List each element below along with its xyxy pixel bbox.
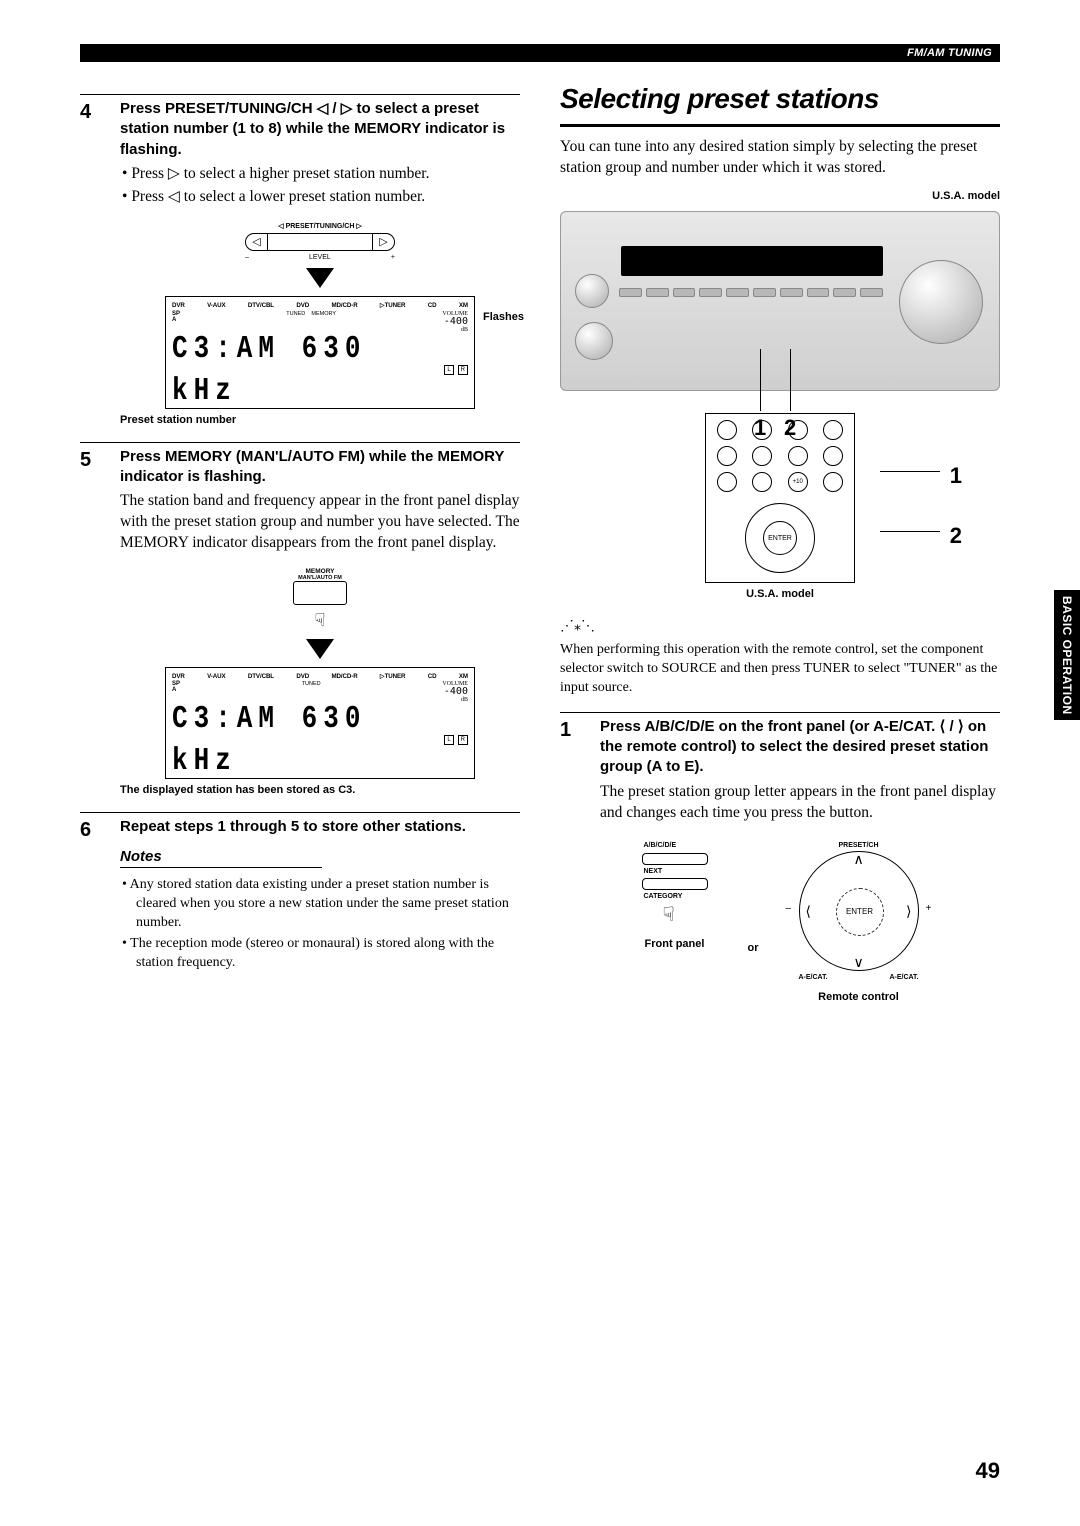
manual-page: FM/AM TUNING BASIC OPERATION 4 Press PRE… <box>0 0 1080 1526</box>
panel-caption-1: Preset station number <box>120 413 520 428</box>
remote-pointer-2: 2 <box>950 521 962 551</box>
step5-text: The station band and frequency appear in… <box>120 491 520 554</box>
remote-btn <box>752 420 772 440</box>
seg7-display: C3:AM 630 kHz <box>172 698 444 782</box>
remote-btn <box>823 472 843 492</box>
step5-heading: Press MEMORY (MAN'L/AUTO FM) while the M… <box>120 447 520 488</box>
flashes-label: Flashes <box>483 310 524 325</box>
remote-btn <box>788 420 808 440</box>
panel-display-1: DVR V-AUX DTV/CBL DVD MD/CD-R ▷TUNER CD … <box>165 296 475 409</box>
header-section: FM/AM TUNING <box>907 46 992 61</box>
arrow-down-icon <box>306 639 334 659</box>
triangle-right-icon <box>356 223 361 230</box>
remote-figure: +10 ENTER 1 2 U.S.A. model <box>560 413 1000 602</box>
rstep1-heading: Press A/B/C/D/E on the front panel (or A… <box>600 717 1000 778</box>
receiver-illustration <box>560 211 1000 391</box>
receiver-display <box>621 246 883 276</box>
front-panel-diagram: A/B/C/D/E NEXT CATEGORY ☟ Front panel <box>642 841 708 951</box>
remote-btn <box>752 446 772 466</box>
step-number: 1 <box>560 717 582 830</box>
notes-list: Any stored station data existing under a… <box>120 876 520 972</box>
pointer-line <box>760 349 761 411</box>
step-4: 4 Press PRESET/TUNING/CH ◁ / ▷ to select… <box>80 94 520 428</box>
step4-heading: Press PRESET/TUNING/CH ◁ / ▷ to select a… <box>120 99 520 160</box>
step4-bullet: Press ◁ to select a lower preset station… <box>122 187 520 208</box>
step-number: 4 <box>80 99 102 428</box>
note-item: Any stored station data existing under a… <box>122 876 520 933</box>
rc-caption: Remote control <box>799 990 919 1005</box>
notes-heading: Notes <box>120 847 322 868</box>
remote-illustration: +10 ENTER <box>705 413 855 583</box>
right-step-1: 1 Press A/B/C/D/E on the front panel (or… <box>560 712 1000 830</box>
step6-heading: Repeat steps 1 through 5 to store other … <box>120 817 520 837</box>
remote-btn <box>717 446 737 466</box>
preset-button-diagram: PRESET/TUNING/CH – LEVEL + <box>120 222 520 289</box>
remote-btn <box>717 420 737 440</box>
hint-block: ⋰⁎⋱ When performing this operation with … <box>560 618 1000 698</box>
rstep1-text: The preset station group letter appears … <box>600 782 1000 824</box>
panel-caption-2: The displayed station has been stored as… <box>120 783 520 798</box>
hint-text: When performing this operation with the … <box>560 642 997 695</box>
remote-btn <box>788 446 808 466</box>
header-bar: FM/AM TUNING <box>80 44 1000 62</box>
right-button <box>372 234 394 250</box>
receiver-figure: 1 2 <box>560 211 1000 391</box>
section-title: Selecting preset stations <box>560 80 1000 127</box>
left-button <box>246 234 268 250</box>
remote-btn <box>752 472 772 492</box>
step4-bullet: Press ▷ to select a higher preset statio… <box>122 164 520 185</box>
remote-btn <box>823 446 843 466</box>
step4-bullets: Press ▷ to select a higher preset statio… <box>120 164 520 208</box>
note-item: The reception mode (stereo or monaural) … <box>122 935 520 973</box>
fp-caption: Front panel <box>642 937 708 952</box>
triangle-left-icon <box>278 223 283 230</box>
standby-knob-icon <box>575 274 609 308</box>
remote-btn: +10 <box>788 472 808 492</box>
step-5: 5 Press MEMORY (MAN'L/AUTO FM) while the… <box>80 442 520 798</box>
preset-label: PRESET/TUNING/CH <box>120 222 520 231</box>
volume-knob-icon <box>899 260 983 344</box>
memory-button-diagram: MEMORY MAN'L/AUTO FM ☟ <box>120 568 520 658</box>
arrow-down-icon <box>306 268 334 288</box>
seg7-display: C3:AM 630 kHz <box>172 328 444 412</box>
remote-control-diagram: PRESET/CH ENTER ∧ ∨ ⟨ ⟩ – + A-E/CAT. A-E… <box>799 841 919 1005</box>
pointer-line <box>880 471 940 472</box>
receiver-button-row <box>619 288 883 297</box>
step-number: 5 <box>80 447 102 798</box>
page-number: 49 <box>976 1456 1000 1486</box>
left-column: 4 Press PRESET/TUNING/CH ◁ / ▷ to select… <box>80 80 520 1005</box>
model-label-top: U.S.A. model <box>560 189 1000 204</box>
step-6: 6 Repeat steps 1 through 5 to store othe… <box>80 812 520 975</box>
input-knob-icon <box>575 322 613 360</box>
control-diagrams: A/B/C/D/E NEXT CATEGORY ☟ Front panel or… <box>560 841 1000 1005</box>
pointer-line <box>880 531 940 532</box>
remote-nav-pad: ENTER <box>735 500 825 576</box>
section-intro: You can tune into any desired station si… <box>560 137 1000 179</box>
memory-button-icon <box>293 581 347 605</box>
remote-btn <box>823 420 843 440</box>
step-number: 6 <box>80 817 102 975</box>
remote-pointer-1: 1 <box>950 461 962 491</box>
or-label: or <box>748 891 759 956</box>
hint-icon: ⋰⁎⋱ <box>560 618 595 637</box>
right-column: Selecting preset stations You can tune i… <box>560 80 1000 1005</box>
panel-display-2: DVR V-AUX DTV/CBL DVD MD/CD-R ▷TUNER CD … <box>165 667 475 780</box>
remote-btn <box>717 472 737 492</box>
pointer-line <box>790 349 791 411</box>
side-tab: BASIC OPERATION <box>1054 590 1080 720</box>
model-label-bottom: U.S.A. model <box>560 587 1000 602</box>
